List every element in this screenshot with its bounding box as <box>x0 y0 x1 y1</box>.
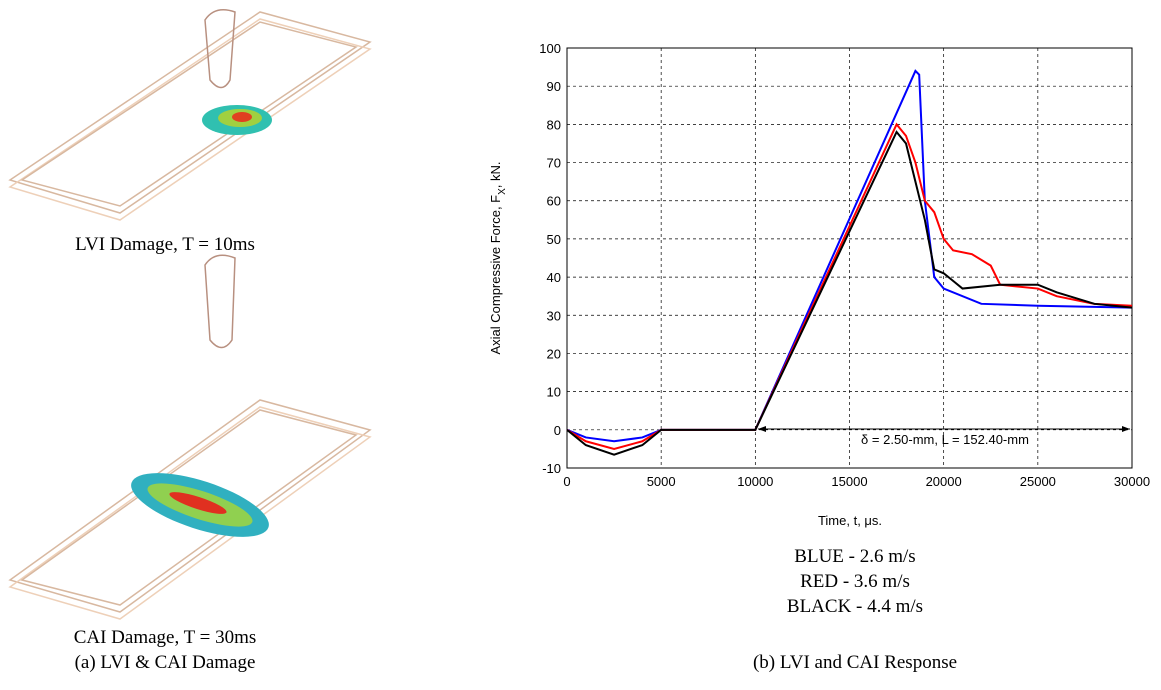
y-tick-label: 30 <box>547 308 561 323</box>
series-line <box>567 124 1132 449</box>
y-tick-label: 70 <box>547 156 561 171</box>
annotation: δ = 2.50-mm, L = 152.40-mm <box>758 426 1130 447</box>
y-tick-label: 20 <box>547 346 561 361</box>
y-label-part: Axial Compressive Force, F <box>488 195 503 355</box>
caption: LVI Damage, T = 10ms <box>75 234 255 255</box>
y-tick-label: 50 <box>547 232 561 247</box>
x-tick-label: 20000 <box>926 474 962 489</box>
legend-entry: BLACK - 4.4 m/s <box>787 596 923 617</box>
x-tick-label: 30000 <box>1114 474 1150 489</box>
y-tick-label: 100 <box>539 41 561 56</box>
y-tick-label: 40 <box>547 270 561 285</box>
y-axis-label: Axial Compressive Force, FX, kN. <box>488 161 508 354</box>
x-axis-label: Time, t, μs. <box>818 513 882 528</box>
y-tick-label: 0 <box>554 423 561 438</box>
y-tick-label: 10 <box>547 385 561 400</box>
x-tick-label: 5000 <box>647 474 676 489</box>
caption: (a) LVI & CAI Damage <box>75 652 256 673</box>
y-tick-label: 90 <box>547 79 561 94</box>
x-tick-label: 25000 <box>1020 474 1056 489</box>
y-tick-label: -10 <box>542 461 561 476</box>
legend-entry: BLUE - 2.6 m/s <box>794 546 915 567</box>
annotation-text: δ = 2.50-mm, L = 152.40-mm <box>861 432 1029 447</box>
y-label-part: , kN. <box>488 161 503 188</box>
y-tick-label: 60 <box>547 194 561 209</box>
caption: (b) LVI and CAI Response <box>753 652 957 673</box>
caption: CAI Damage, T = 30ms <box>74 627 257 648</box>
y-tick-label: 80 <box>547 117 561 132</box>
x-tick-label: 0 <box>563 474 570 489</box>
figure: LVI Damage, T = 10ms CAI Damage, T = 30m… <box>0 0 1161 690</box>
legend-entry: RED - 3.6 m/s <box>800 571 910 592</box>
x-tick-label: 15000 <box>831 474 867 489</box>
x-tick-label: 10000 <box>737 474 773 489</box>
lvi-render <box>10 10 370 220</box>
cai-render <box>10 255 370 619</box>
